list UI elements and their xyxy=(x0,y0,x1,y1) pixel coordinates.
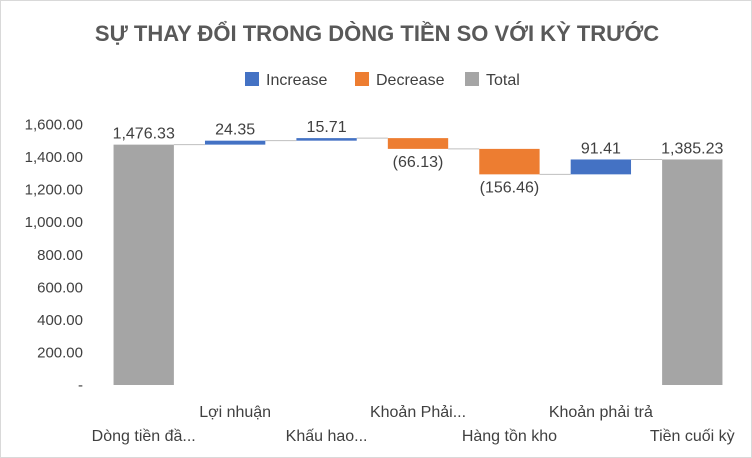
data-label: 1,385.23 xyxy=(661,140,723,157)
y-tick-label: 1,600.00 xyxy=(25,117,83,134)
y-tick-label: 200.00 xyxy=(37,344,83,361)
bar-decrease xyxy=(387,138,449,149)
bar-increase xyxy=(570,159,632,175)
y-tick-label: - xyxy=(78,377,83,394)
bar-increase xyxy=(296,138,357,141)
data-label: (66.13) xyxy=(393,154,444,171)
legend-label-total: Total xyxy=(486,72,520,89)
y-tick-label: 1,000.00 xyxy=(25,214,83,231)
data-label: 91.41 xyxy=(581,140,621,157)
y-axis: - 200.00 400.00 600.00 800.00 1,000.00 1,200.0… xyxy=(25,117,83,395)
x-category-label: Khấu hao... xyxy=(286,428,368,445)
x-category-label: Lợi nhuận xyxy=(199,404,271,421)
connector-lines xyxy=(173,137,663,175)
y-tick-label: 800.00 xyxy=(37,247,83,264)
bar-total xyxy=(113,144,174,385)
legend-label-increase: Increase xyxy=(266,72,327,89)
legend-swatch-total xyxy=(465,72,479,86)
data-label: 15.71 xyxy=(307,119,347,136)
x-category-label: Khoản phải trả xyxy=(549,404,653,421)
bar-decrease xyxy=(479,148,540,175)
data-label: 1,476.33 xyxy=(113,126,175,143)
chart-title: SỰ THAY ĐỔI TRONG DÒNG TIỀN SO VỚI KỲ TR… xyxy=(95,21,659,46)
data-label: (156.46) xyxy=(480,179,540,196)
x-category-label: Khoản Phải... xyxy=(370,404,466,421)
data-label: 24.35 xyxy=(215,122,255,139)
data-labels: 1,476.33 24.35 15.71 (66.13) (156.46) 91.41 1,… xyxy=(113,119,724,196)
y-tick-label: 1,200.00 xyxy=(25,182,83,199)
x-category-label: Dòng tiền đầ... xyxy=(92,428,196,445)
y-tick-label: 600.00 xyxy=(37,279,83,296)
x-category-label: Hàng tồn kho xyxy=(462,428,557,445)
y-tick-label: 400.00 xyxy=(37,312,83,329)
x-category-label: Tiền cuối kỳ xyxy=(650,428,735,445)
legend: Increase Decrease Total xyxy=(245,72,520,89)
y-tick-label: 1,400.00 xyxy=(25,149,83,166)
bar-increase xyxy=(204,140,266,145)
bars xyxy=(113,138,723,385)
legend-swatch-decrease xyxy=(355,72,369,86)
bar-total xyxy=(662,159,723,385)
legend-label-decrease: Decrease xyxy=(376,72,445,89)
legend-swatch-increase xyxy=(245,72,259,86)
